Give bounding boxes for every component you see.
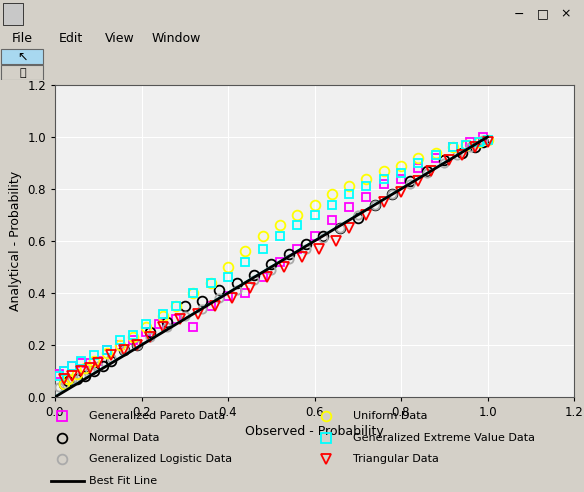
Text: View: View — [105, 31, 135, 44]
Text: Generalized Pareto Data: Generalized Pareto Data — [89, 411, 225, 421]
Text: Normal Data: Normal Data — [89, 433, 159, 443]
Text: Generalized Extreme Value Data: Generalized Extreme Value Data — [353, 433, 535, 443]
Text: Best Fit Line: Best Fit Line — [89, 476, 157, 486]
Y-axis label: Analytical - Probability: Analytical - Probability — [9, 171, 22, 311]
FancyBboxPatch shape — [1, 64, 43, 80]
Text: −: − — [514, 7, 524, 21]
Text: Edit: Edit — [58, 31, 83, 44]
Text: ↖: ↖ — [17, 51, 27, 63]
Text: □: □ — [537, 7, 549, 21]
Text: ×: × — [561, 7, 571, 21]
Text: File: File — [12, 31, 33, 44]
Text: 🔍: 🔍 — [19, 68, 26, 78]
X-axis label: Observed - Probability: Observed - Probability — [245, 425, 384, 437]
Text: Triangular Data: Triangular Data — [353, 455, 439, 464]
Bar — [3, 3, 23, 25]
FancyBboxPatch shape — [1, 49, 43, 64]
Text: Uniform Data: Uniform Data — [353, 411, 427, 421]
Text: Window: Window — [152, 31, 201, 44]
Text: Generalized Logistic Data: Generalized Logistic Data — [89, 455, 232, 464]
